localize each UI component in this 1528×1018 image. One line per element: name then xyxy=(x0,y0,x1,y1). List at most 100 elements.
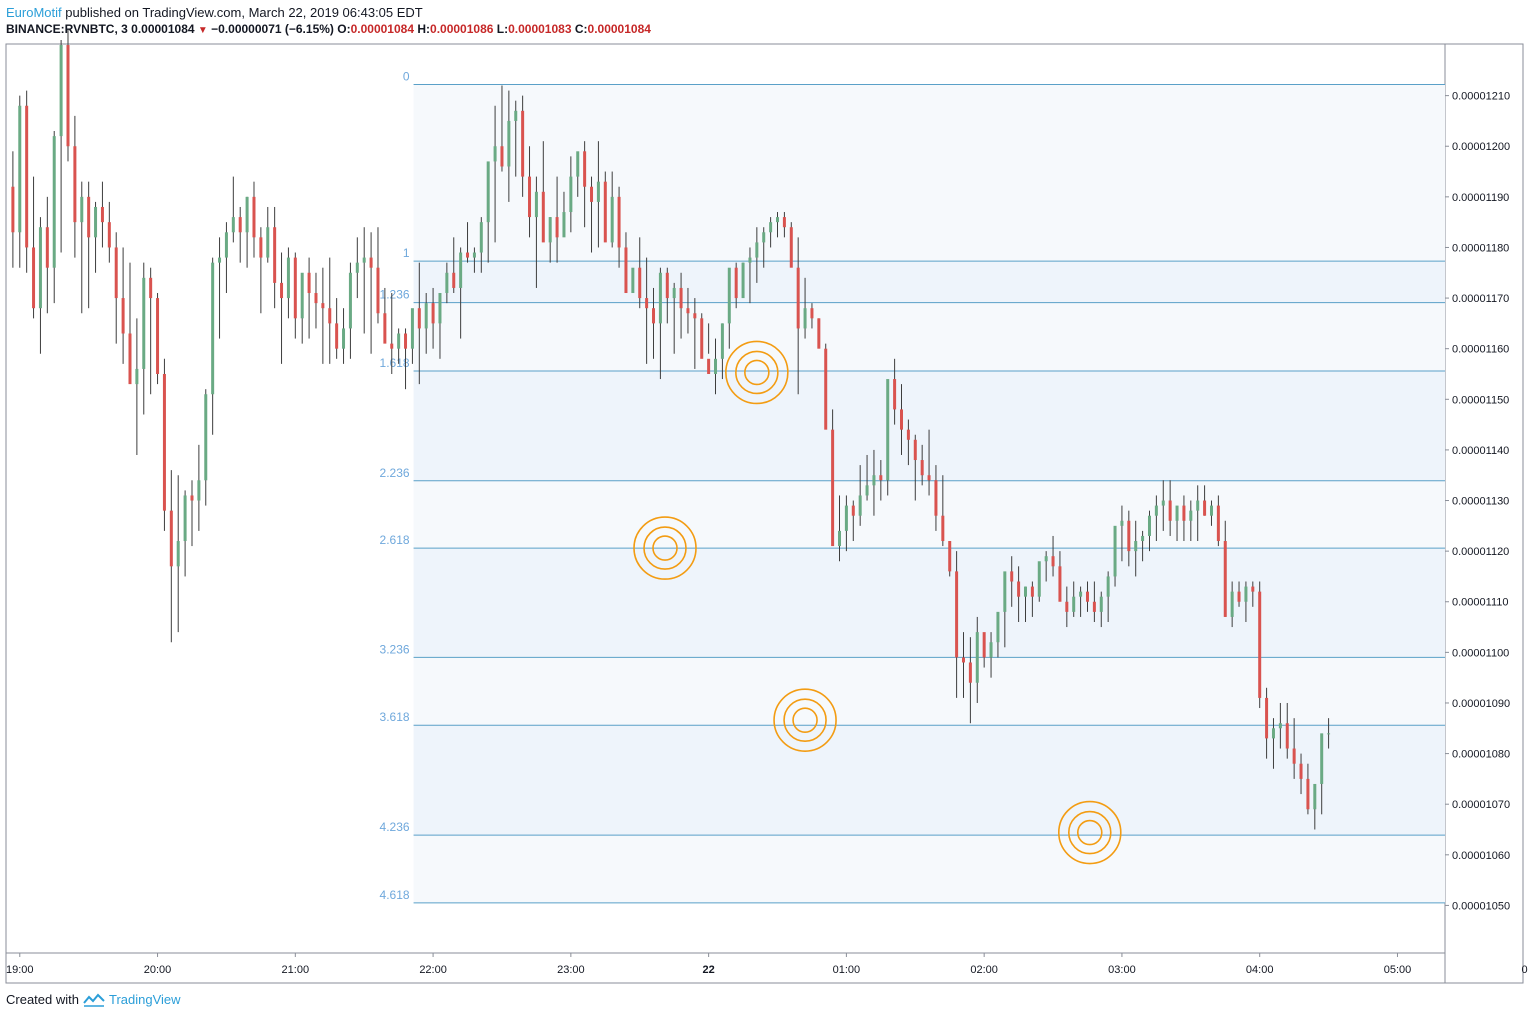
fib-level-label: 3.618 xyxy=(380,710,410,724)
candle xyxy=(879,460,883,501)
candle xyxy=(872,449,876,516)
fib-level-label: 0 xyxy=(403,69,410,83)
time-tick-label: 04:00 xyxy=(1246,964,1274,976)
candle xyxy=(73,115,77,258)
candle xyxy=(224,222,228,294)
price-tick-label: 0.00001120 xyxy=(1452,546,1509,558)
candle xyxy=(989,632,993,678)
candle xyxy=(280,252,284,364)
candle xyxy=(1065,586,1069,628)
candle-body xyxy=(913,439,917,461)
candle-body xyxy=(555,217,559,238)
highlight-circle xyxy=(1057,800,1122,865)
candle-body xyxy=(596,181,600,202)
candle-body xyxy=(45,227,49,268)
fib-zone xyxy=(413,84,1446,262)
candle xyxy=(273,206,277,309)
time-tick-label: 02:00 xyxy=(970,964,998,976)
candle-body xyxy=(879,475,883,481)
candle xyxy=(562,191,566,238)
candle xyxy=(961,632,965,698)
time-tick-label: 03:00 xyxy=(1108,964,1136,976)
candle xyxy=(1251,581,1255,607)
candle xyxy=(1147,510,1151,552)
candle xyxy=(45,196,49,314)
candle xyxy=(1223,520,1227,617)
candle-body xyxy=(293,257,297,319)
candle-body xyxy=(824,348,828,430)
candle-body xyxy=(452,272,456,288)
candle-body xyxy=(645,298,649,309)
candle-body xyxy=(1044,556,1048,562)
candle-body xyxy=(80,196,84,223)
highlight-ring xyxy=(643,526,687,570)
time-tick-label: 20:00 xyxy=(144,964,172,976)
candle-body xyxy=(1120,520,1124,526)
candle xyxy=(576,151,580,197)
fib-zone xyxy=(413,657,1446,726)
last-price: 0.00001084 xyxy=(131,22,195,36)
low-label: L: xyxy=(496,22,509,36)
candle xyxy=(466,222,470,263)
candle xyxy=(534,176,538,288)
candle-body xyxy=(975,632,979,683)
candle-body xyxy=(707,358,711,374)
candle xyxy=(603,171,607,243)
candle-body xyxy=(810,308,814,319)
fib-level-label: 2.236 xyxy=(380,466,410,480)
candle-body xyxy=(1285,723,1289,749)
open-label: O: xyxy=(337,22,351,36)
tradingview-brand[interactable]: TradingView xyxy=(108,992,181,1007)
price-tick-label: 0.00001070 xyxy=(1452,799,1510,811)
candle xyxy=(286,247,290,319)
candle xyxy=(204,389,208,506)
candle xyxy=(1271,718,1275,769)
candle xyxy=(1161,480,1165,531)
candle-body xyxy=(507,120,511,167)
candle xyxy=(404,328,408,390)
fib-zone xyxy=(413,725,1446,836)
publish-info: EuroMotif published on TradingView.com, … xyxy=(6,5,423,20)
candle-body xyxy=(252,196,256,238)
candle-body xyxy=(1003,571,1007,612)
candle xyxy=(259,227,263,314)
candle xyxy=(1113,525,1117,587)
candle xyxy=(252,181,256,258)
candle xyxy=(245,196,249,268)
candle-body xyxy=(776,217,780,223)
candle-body xyxy=(624,247,628,294)
candle-body xyxy=(679,287,683,309)
candle xyxy=(1106,571,1110,622)
candle-body xyxy=(1065,601,1069,612)
candle xyxy=(328,257,332,364)
candle-body xyxy=(121,298,125,334)
candle-body xyxy=(769,222,773,233)
candle xyxy=(369,232,373,354)
candle xyxy=(390,293,394,374)
candle-body xyxy=(934,480,938,516)
candle xyxy=(1209,500,1213,526)
candle-body xyxy=(472,252,476,258)
candle xyxy=(755,227,759,283)
candle-body xyxy=(610,196,614,243)
candle xyxy=(624,232,628,294)
candle-body xyxy=(631,267,635,294)
candle xyxy=(748,247,752,304)
candle xyxy=(865,454,869,501)
candle xyxy=(1230,581,1234,628)
candle-body xyxy=(514,110,518,121)
candle xyxy=(858,465,862,526)
candle-body xyxy=(590,186,594,202)
author-link[interactable]: EuroMotif xyxy=(6,5,62,20)
candle xyxy=(1058,551,1062,602)
candle xyxy=(1154,495,1158,542)
candle xyxy=(342,308,346,364)
candle xyxy=(906,419,910,466)
price-tick-label: 0.00001160 xyxy=(1452,344,1509,356)
candle-body xyxy=(1161,500,1165,506)
candle-body xyxy=(1292,748,1296,764)
candle-body xyxy=(1271,728,1275,739)
candle xyxy=(1168,480,1172,536)
candle xyxy=(231,176,235,243)
